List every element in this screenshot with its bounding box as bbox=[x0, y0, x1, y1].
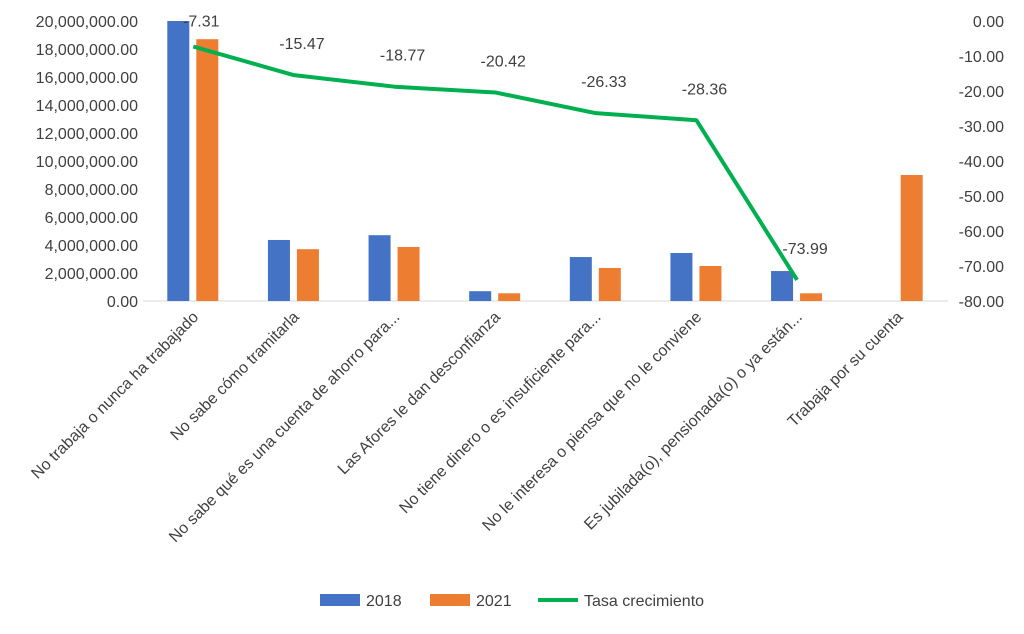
right-tick-label: -40.00 bbox=[959, 154, 1004, 171]
right-tick-label: -70.00 bbox=[959, 259, 1004, 276]
category-label: No sabe qué es una cuenta de ahorro para… bbox=[166, 309, 403, 546]
category-label: No trabaja o nunca ha trabajado bbox=[28, 309, 202, 483]
left-tick-label: 2,000,000.00 bbox=[45, 266, 139, 283]
right-tick-label: -10.00 bbox=[959, 49, 1004, 66]
category-label: Las Afores le dan desconfianza bbox=[335, 309, 504, 478]
bar-2021 bbox=[498, 293, 521, 301]
bar-2021 bbox=[196, 39, 219, 301]
bar-2021 bbox=[699, 266, 722, 301]
left-tick-label: 10,000,000.00 bbox=[36, 154, 138, 171]
bar-2021 bbox=[800, 293, 823, 301]
legend-swatch-2021 bbox=[430, 594, 470, 606]
right-axis-ticks: -80.00 -70.00 -60.00 -50.00 -40.00 -30.00 -20.… bbox=[959, 14, 1004, 311]
right-tick-label: -60.00 bbox=[959, 224, 1004, 241]
bar-2018 bbox=[469, 291, 492, 301]
bar-2018 bbox=[569, 257, 592, 301]
left-tick-label: 16,000,000.00 bbox=[36, 70, 138, 87]
growth-line-path bbox=[192, 44, 799, 282]
category-label: No tiene dinero o es insuficiente para..… bbox=[396, 309, 604, 517]
bar-2018 bbox=[368, 235, 391, 301]
left-tick-label: 14,000,000.00 bbox=[36, 98, 138, 115]
growth-data-label: -7.31 bbox=[183, 14, 220, 31]
bar-2021 bbox=[296, 249, 319, 301]
bar-2018 bbox=[771, 271, 794, 301]
legend-swatch-2018 bbox=[320, 594, 360, 606]
bar-2021 bbox=[397, 246, 420, 301]
growth-data-label: -28.36 bbox=[682, 81, 727, 98]
growth-line: -7.31 -15.47 -18.77 -20.42 -26.33 -28.36 -73.9… bbox=[183, 14, 828, 282]
right-tick-label: -80.00 bbox=[959, 294, 1004, 311]
bar-2018 bbox=[670, 252, 693, 301]
left-tick-label: 6,000,000.00 bbox=[45, 210, 139, 227]
left-tick-label: 18,000,000.00 bbox=[36, 42, 138, 59]
bar-2018 bbox=[267, 239, 290, 301]
left-axis-ticks: 0.00 2,000,000.00 4,000,000.00 6,000,000.00… bbox=[36, 14, 138, 311]
legend-label-2018: 2018 bbox=[366, 593, 402, 610]
right-tick-label: -20.00 bbox=[959, 84, 1004, 101]
category-label: No le interesa o piensa que no le convie… bbox=[479, 309, 705, 535]
category-label: Es jubilada(o), pensionada(o) o ya están… bbox=[581, 309, 806, 534]
growth-data-label: -15.47 bbox=[279, 36, 324, 53]
growth-data-label: -20.42 bbox=[481, 53, 526, 70]
legend: 2018 2021 Tasa crecimiento bbox=[320, 593, 704, 610]
bar-2021 bbox=[900, 175, 923, 301]
bar-2018 bbox=[167, 21, 190, 301]
left-tick-label: 8,000,000.00 bbox=[45, 182, 139, 199]
left-tick-label: 20,000,000.00 bbox=[36, 14, 138, 31]
bars bbox=[167, 21, 923, 301]
growth-data-label: -73.99 bbox=[782, 241, 827, 258]
left-tick-label: 12,000,000.00 bbox=[36, 126, 138, 143]
legend-label-2021: 2021 bbox=[476, 593, 512, 610]
left-tick-label: 0.00 bbox=[107, 294, 138, 311]
right-tick-label: -50.00 bbox=[959, 189, 1004, 206]
legend-label-growth: Tasa crecimiento bbox=[584, 593, 704, 610]
bar-2021 bbox=[598, 267, 621, 301]
growth-data-label: -26.33 bbox=[581, 74, 626, 91]
right-tick-label: -30.00 bbox=[959, 119, 1004, 136]
right-tick-label: 0.00 bbox=[973, 14, 1004, 31]
growth-data-label: -18.77 bbox=[380, 48, 425, 65]
category-label: Trabaja por su cuenta bbox=[785, 309, 907, 431]
left-tick-label: 4,000,000.00 bbox=[45, 238, 139, 255]
